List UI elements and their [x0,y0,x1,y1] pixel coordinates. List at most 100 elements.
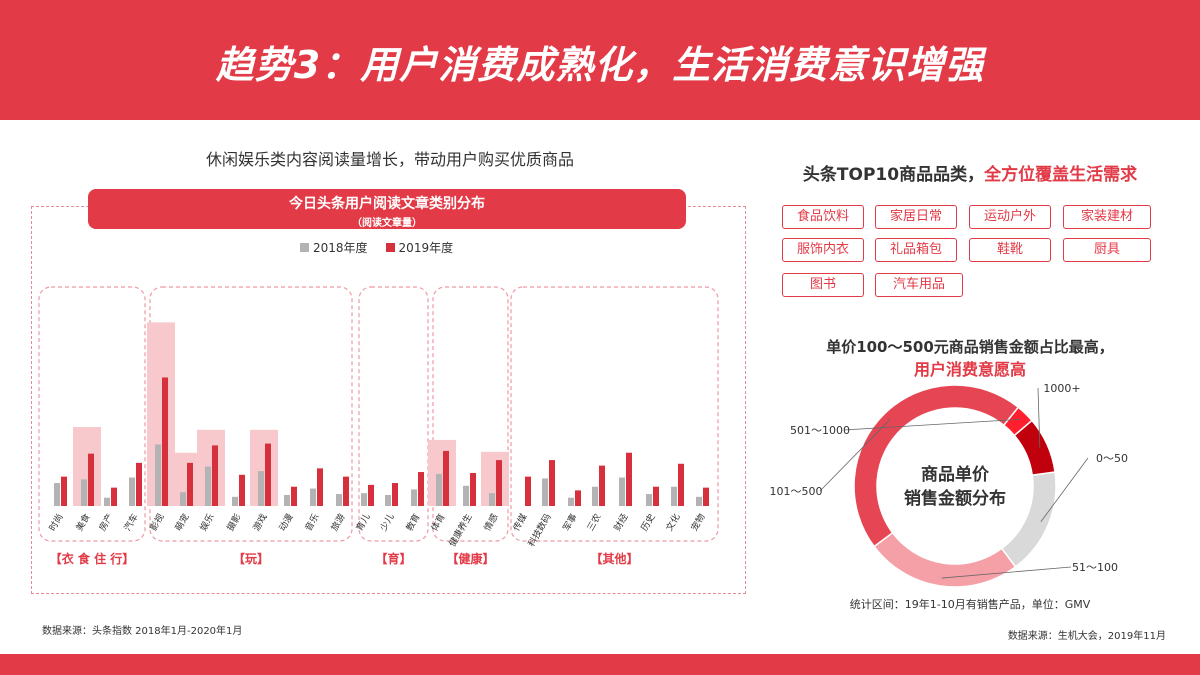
tag-outdoor: 运动户外 [969,205,1051,229]
bar-2018 [385,494,391,506]
bar-2019 [392,483,398,506]
bar-2018 [361,493,367,506]
bar-2018 [463,485,469,506]
bar-2019 [703,487,709,506]
bar-2019 [343,476,349,506]
footer-bar [0,654,1200,675]
bar-2019 [678,463,684,506]
bar-2018 [489,493,495,506]
tag-gift: 礼品箱包 [875,238,957,262]
bar-2018 [258,471,264,506]
bar-2018 [81,479,87,506]
donut-slice-4 [1013,419,1056,476]
header-banner: 趋势3：用户消费成熟化，生活消费意识增强 [0,0,1200,120]
bar-2018 [568,497,574,506]
bar-2018 [54,483,60,506]
group-box-2 [358,286,429,542]
bar-2019 [187,462,193,506]
bar-2019 [239,474,245,506]
donut-note-line1: 单价100～500元商品销售金额占比最高， [826,338,1114,356]
bar-2018 [205,466,211,506]
bar-2019 [162,377,168,506]
bar-2019 [496,460,502,506]
right-source-note: 数据来源：生机大会，2019年11月 [1007,631,1166,642]
bar-2018 [542,478,548,506]
tag-kitchen: 厨具 [1063,238,1151,262]
group-label-0: 【衣 食 住 行】 [50,551,135,566]
page-title: 趋势3：用户消费成熟化，生活消费意识增强 [215,43,985,87]
chart-title: 今日头条用户阅读文章类别分布 [289,196,485,212]
bar-2019 [265,443,271,506]
bar-2018 [155,444,161,506]
right-title: 头条TOP10商品品类，全方位覆盖生活需求 [770,160,1170,185]
legend-item-2019: 2019年度 [385,239,454,256]
slice-label: 501～1000 [790,424,850,437]
chart-legend: 2018年度 2019年度 [300,239,453,256]
slice-leader-line [843,418,1020,431]
bar-2019 [111,487,117,506]
bar-2018 [671,486,677,506]
donut-slice-1 [873,531,1017,588]
slice-label: 1000+ [1043,382,1080,395]
tag-books: 图书 [782,273,864,297]
bar-2018 [646,494,652,506]
right-title-plain: 头条TOP10商品品类， [802,165,985,185]
slice-label: 101～500 [770,485,823,498]
bar-2019 [317,468,323,506]
group-label-3: 【健康】 [446,551,494,566]
bar-2018 [436,473,442,506]
bar-2019 [136,462,142,506]
slice-leader-line [941,566,1072,579]
bar-2019 [525,476,531,506]
group-label-4: 【其他】 [590,551,638,566]
bar-2019 [88,453,94,506]
group-box-3 [432,286,509,542]
bar-2018 [129,477,135,506]
group-box-4 [510,286,719,542]
donut-slice-0 [1000,471,1057,568]
tag-food: 食品饮料 [782,205,864,229]
stat-note: 统计区间：19年1-10月有销售产品，单位：GMV [849,598,1091,611]
tag-auto: 汽车用品 [875,273,963,297]
tag-apparel: 服饰内衣 [782,238,864,262]
legend-label-2018: 2018年度 [313,241,368,255]
left-subtitle: 休闲娱乐类内容阅读量增长，带动用户购买优质商品 [205,150,574,169]
slice-leader-line [1037,387,1041,448]
tag-building: 家装建材 [1063,205,1151,229]
bar-2018 [180,492,186,506]
slice-label: 0～50 [1096,452,1128,465]
tag-shoes: 鞋靴 [969,238,1051,262]
bar-2019 [575,490,581,506]
bar-2019 [61,476,67,506]
bar-2018 [284,494,290,506]
legend-item-2018: 2018年度 [300,239,368,256]
tag-home: 家居日常 [875,205,957,229]
left-source-note: 数据来源：头条指数 2018年1月-2020年1月 [42,626,243,637]
bar-2019 [212,445,218,506]
bar-2018 [411,489,417,506]
chart-unit: （阅读文章量） [352,218,422,229]
bar-2019 [599,465,605,506]
slice-leader-line [1040,457,1089,522]
donut-center-line2: 销售金额分布 [904,488,1006,509]
legend-label-2019: 2019年度 [398,241,454,255]
group-label-1: 【玩】 [233,551,269,566]
bar-2018 [232,496,238,506]
bar-2018 [592,486,598,506]
slice-label: 51～100 [1072,561,1118,574]
chart-title-banner: 今日头条用户阅读文章类别分布 （阅读文章量） [88,189,686,229]
right-title-highlight: 全方位覆盖生活需求 [984,165,1138,185]
donut-note-line2: 用户消费意愿高 [913,360,1026,379]
bar-2019 [470,472,476,506]
bar-2018 [696,496,702,506]
legend-swatch-2018 [300,243,309,252]
bar-2018 [104,497,110,506]
bar-2019 [653,486,659,506]
bar-2019 [626,452,632,506]
bar-2018 [310,488,316,506]
bar-2019 [418,472,424,506]
donut-center-line1: 商品单价 [921,464,990,485]
bar-2019 [443,450,449,506]
